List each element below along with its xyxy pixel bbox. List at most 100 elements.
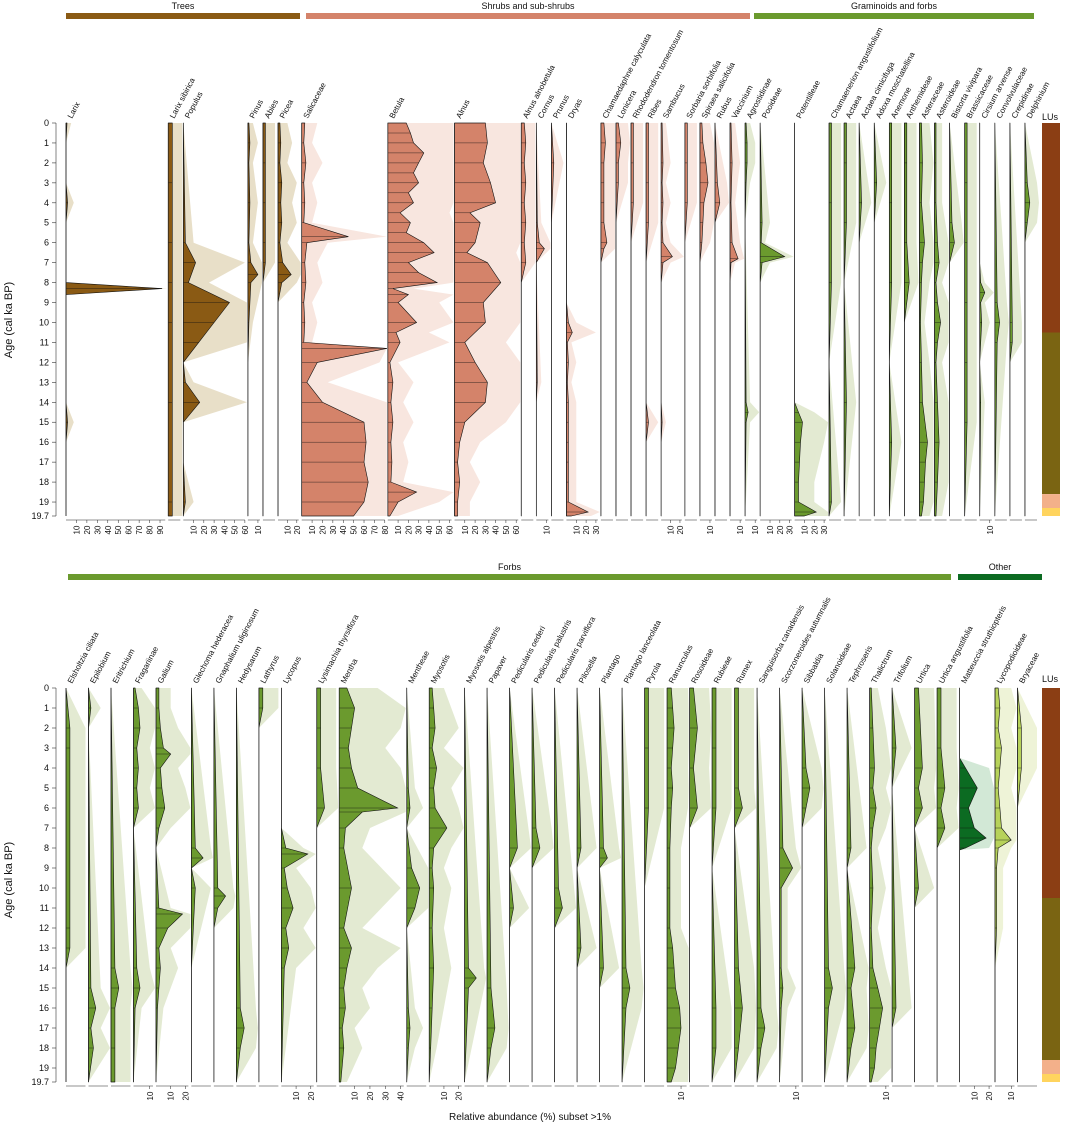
x-axis-label: Relative abundance (%) subset >1% — [449, 1112, 611, 1123]
column-sibbaldia: Sibbaldia — [801, 651, 826, 1087]
group-label-graminoids-and-forbs: Graminoids and forbs — [851, 1, 938, 11]
y-tick-label: 13 — [39, 943, 49, 953]
column-pilosella: Pilosella — [576, 654, 599, 1087]
column-abies: Abies — [262, 98, 280, 521]
column-urtica-angustifolia: Urtica angustifolia — [936, 624, 975, 1087]
x-tick-label: 20 — [83, 525, 92, 534]
exaggeration-band-agrostidinae — [745, 123, 760, 516]
y-tick-label: 16 — [39, 437, 49, 447]
taxon-label-plantago: Plantago — [599, 652, 622, 685]
y-tick-label: 3 — [44, 178, 49, 188]
lu-segment-3 — [1042, 494, 1060, 509]
group-label-shrubs-and-sub-shrubs: Shrubs and sub-shrubs — [481, 1, 575, 11]
exaggeration-band-gnaphalium-uliginosum — [213, 688, 236, 1082]
lu-segment-1 — [1042, 688, 1060, 898]
y-axis-label-bottom: Age (cal ka BP) — [3, 842, 15, 918]
y-tick-label: 16 — [39, 1003, 49, 1013]
x-tick-label: 10 — [677, 1091, 686, 1100]
x-tick-label: 20 — [985, 1091, 994, 1100]
exaggeration-band-trifolium — [892, 688, 912, 1082]
exaggeration-band-dryas — [566, 123, 600, 516]
y-tick-label: 19.7 — [31, 511, 49, 521]
taxon-label-epilobium: Epilobium — [88, 649, 113, 685]
x-tick-label: 20 — [200, 525, 209, 534]
x-tick-label: 20 — [455, 1091, 464, 1100]
lu-label-top: LUs — [1042, 112, 1059, 122]
exaggeration-band-cirsium-arvense — [979, 123, 994, 516]
x-tick-label: 60 — [125, 525, 134, 534]
x-tick-label: 10 — [461, 525, 470, 534]
taxon-label-glechoma-hederacea: Glechoma hederacea — [191, 613, 235, 685]
area-abies — [262, 122, 266, 517]
exaggeration-band-rubieae — [712, 688, 732, 1082]
group-bar-other — [958, 574, 1042, 580]
column-alnus: 10 20 30 40 50 60 Alnus — [454, 98, 521, 534]
y-tick-label: 11 — [40, 903, 49, 913]
x-tick-label: 40 — [220, 525, 229, 534]
x-tick-label: 10 — [308, 525, 317, 534]
taxon-label-urtica: Urtica — [914, 662, 932, 685]
y-tick-label: 9 — [44, 298, 49, 308]
column-potentilleae: 10 20 30 Potentilleae — [794, 78, 829, 534]
column-thalictrum: 10 Thalictrum — [869, 647, 895, 1100]
y-tick-label: 15 — [39, 983, 49, 993]
x-tick-label: 40 — [425, 525, 434, 534]
x-tick-label: 30 — [329, 525, 338, 534]
column-galium: 10 20 Galium — [155, 658, 191, 1100]
x-tick-label: 10 — [292, 1091, 301, 1100]
taxon-label-mentheae: Mentheae — [407, 649, 432, 685]
x-tick-label: 60 — [360, 525, 369, 534]
y-tick-label: 8 — [44, 278, 49, 288]
column-pyrola: Pyrola — [644, 660, 665, 1087]
y-tick-label: 1 — [44, 138, 49, 148]
y-tick-label: 14 — [39, 397, 49, 407]
column-plantago: Plantago — [599, 652, 622, 1087]
x-tick-label: 10 — [167, 1091, 176, 1100]
area-lycopus — [281, 687, 309, 1083]
column-mentha: 10 20 30 40 Mentha — [338, 657, 406, 1100]
exaggeration-band-scorzoneroides-autumnalis — [779, 688, 802, 1082]
taxon-label-larix: Larix — [66, 100, 82, 120]
y-tick-label: 2 — [44, 723, 49, 733]
area-matteuccia-struthiopteris — [959, 687, 987, 1083]
exaggeration-band-myosotis — [429, 688, 464, 1082]
exaggeration-band-myosotis-alpestris — [464, 688, 487, 1082]
taxon-label-lysimachia-thyrsiflora: Lysimachia thyrsiflora — [317, 613, 361, 685]
taxon-label-betula: Betula — [388, 95, 407, 120]
exaggeration-band-vaccinium — [730, 123, 745, 516]
bottom-panel: Forbs Other012345678910111213141516171819… — [31, 562, 1060, 1100]
taxon-label-picea: Picea — [278, 98, 296, 120]
column-crepidinae: Crepidinae — [1009, 81, 1036, 521]
y-tick-label: 4 — [44, 763, 49, 773]
y-tick-label: 15 — [39, 417, 49, 427]
x-tick-label: 10 — [792, 1091, 801, 1100]
exaggeration-band-spiraea-salicifolia — [699, 123, 714, 516]
x-tick-label: 60 — [241, 525, 250, 534]
exaggeration-band-anthemideae — [904, 123, 919, 516]
x-tick-label: 10 — [1007, 1091, 1016, 1100]
x-tick-label: 10 — [440, 1091, 449, 1100]
area-larix — [65, 122, 163, 516]
exaggeration-band-rhododendron-tomentosum — [631, 123, 644, 516]
exaggeration-band-epilobium — [88, 688, 110, 1082]
taxon-label-lycopus: Lycopus — [281, 655, 303, 685]
exaggeration-band-matteuccia-struthiopteris — [959, 688, 994, 1082]
taxon-label-sibbaldia: Sibbaldia — [802, 651, 826, 685]
x-tick-label: 30 — [210, 525, 219, 534]
y-tick-label: 5 — [44, 783, 49, 793]
group-label-forbs: Forbs — [498, 562, 522, 572]
lu-segment-4 — [1042, 1074, 1060, 1082]
exaggeration-band-pilosella — [577, 688, 597, 1082]
lu-label-bottom: LUs — [1042, 674, 1059, 684]
exaggeration-band-chamaedaphne-calyculata — [600, 123, 615, 516]
y-tick-label: 11 — [40, 337, 49, 347]
x-tick-label: 20 — [582, 525, 591, 534]
exaggeration-band-potentilleae — [794, 123, 829, 516]
exaggeration-band-bistorta-vivipara — [949, 123, 964, 516]
y-tick-label: 12 — [39, 357, 49, 367]
group-bar-shrubs-and-sub-shrubs — [306, 13, 750, 19]
lu-segment-3 — [1042, 1060, 1060, 1074]
column-eritrichium: Eritrichium — [110, 647, 137, 1087]
